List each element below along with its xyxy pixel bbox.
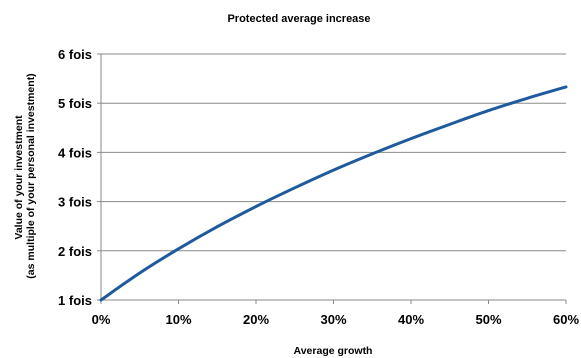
y-tick-label: 6 fois [58,47,92,62]
x-tick-label: 10% [165,312,191,327]
x-tick-labels: 0% 10% 20% 30% 40% 50% 60% [92,312,580,327]
y-tick-label: 4 fois [58,145,92,160]
x-tick-label: 60% [553,312,579,327]
grid-lines [97,53,567,304]
x-tick-label: 50% [475,312,501,327]
y-tick-label: 1 fois [58,293,92,308]
series-line [99,85,568,302]
y-axis-label-line-1: Value of your investment [13,115,25,240]
x-tick-label: 20% [243,312,269,327]
y-axis-label: Value of your investment (as multiple of… [13,73,37,278]
y-tick-label: 2 fois [58,244,92,259]
y-tick-label: 3 fois [58,195,92,210]
chart-title: Protected average increase [227,13,370,25]
x-axis-label: Average growth [294,345,373,357]
x-tick-label: 0% [92,312,111,327]
x-tick-label: 40% [398,312,424,327]
y-tick-labels: 1 fois 2 fois 3 fois 4 fois 5 fois 6 fois [58,47,92,308]
x-tick-label: 30% [320,312,346,327]
y-tick-label: 5 fois [58,96,92,111]
y-axis-label-line-2: (as multiple of your personal investment… [25,73,37,278]
